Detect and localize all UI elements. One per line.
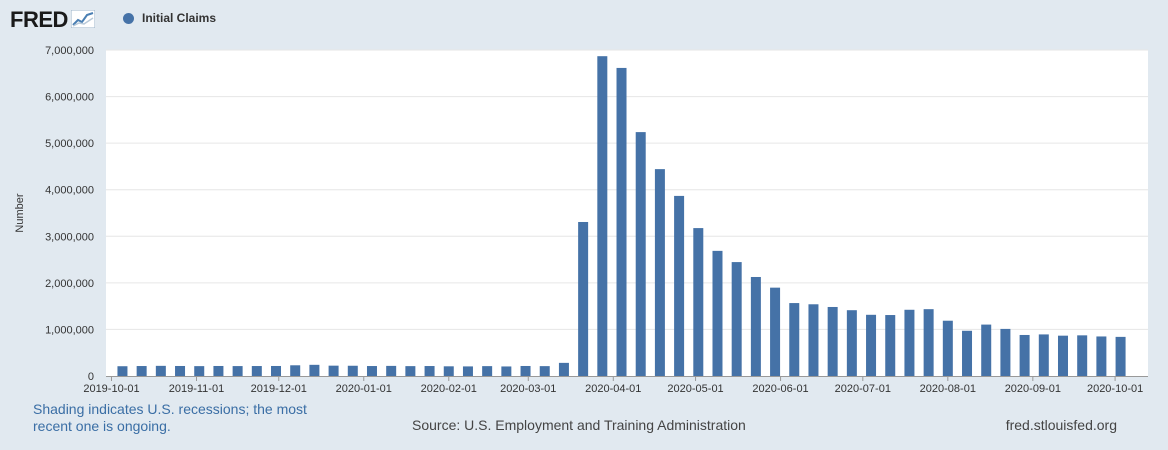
bar[interactable]	[1077, 335, 1088, 376]
bar[interactable]	[482, 366, 493, 376]
bar[interactable]	[827, 306, 838, 376]
bar[interactable]	[693, 228, 704, 376]
bar[interactable]	[1096, 336, 1107, 376]
bar[interactable]	[1115, 336, 1126, 376]
bar[interactable]	[175, 365, 186, 376]
x-tick-label: 2020-10-01	[1087, 383, 1143, 395]
bar[interactable]	[750, 276, 761, 376]
bar[interactable]	[712, 250, 723, 376]
bar[interactable]	[462, 366, 473, 376]
y-tick-label: 0	[88, 371, 94, 383]
x-tick-label: 2020-04-01	[585, 383, 641, 395]
bar[interactable]	[1019, 334, 1030, 376]
bar[interactable]	[846, 310, 857, 376]
legend-swatch	[123, 12, 134, 24]
y-tick-label: 2,000,000	[45, 278, 94, 290]
source-text: Source: U.S. Employment and Training Adm…	[412, 417, 746, 433]
bar[interactable]	[654, 169, 665, 376]
bar[interactable]	[1057, 335, 1068, 376]
y-tick-label: 5,000,000	[45, 138, 94, 150]
bar[interactable]	[501, 366, 512, 376]
bar[interactable]	[558, 362, 569, 376]
y-tick-label: 7,000,000	[45, 45, 94, 57]
bar[interactable]	[616, 67, 627, 377]
x-tick-label: 2020-09-01	[1005, 383, 1061, 395]
bar[interactable]	[117, 366, 128, 376]
bar[interactable]	[962, 330, 973, 376]
bar[interactable]	[731, 262, 742, 376]
y-tick-label: 6,000,000	[45, 92, 94, 104]
x-tick-label: 2020-08-01	[920, 383, 976, 395]
bar[interactable]	[578, 221, 589, 376]
x-axis: 2019-10-01 2019-11-01 2019-12-01 2020-01-01…	[83, 376, 1148, 395]
bar[interactable]	[942, 320, 953, 376]
bar[interactable]	[328, 365, 339, 376]
bar[interactable]	[194, 366, 205, 376]
y-axis: 0 1,000,000 2,000,000 3,000,000 4,000,000 5,0…	[45, 45, 94, 383]
bar[interactable]	[866, 314, 877, 376]
plot-background	[106, 50, 1148, 376]
legend-label: Initial Claims	[142, 11, 217, 25]
bar[interactable]	[271, 365, 282, 376]
gridlines	[106, 49, 1148, 330]
bar[interactable]	[251, 366, 262, 376]
bar[interactable]	[770, 287, 781, 376]
bars	[117, 56, 1126, 377]
bar[interactable]	[213, 365, 224, 376]
bar[interactable]	[597, 56, 608, 376]
bar[interactable]	[981, 324, 992, 376]
chart-legend: Initial Claims	[123, 11, 216, 25]
bar[interactable]	[1000, 328, 1011, 376]
bar[interactable]	[386, 365, 397, 376]
bar[interactable]	[309, 364, 320, 376]
bar[interactable]	[635, 132, 646, 376]
bar[interactable]	[885, 315, 896, 376]
y-tick-label: 3,000,000	[45, 231, 94, 243]
recession-note[interactable]: Shading indicates U.S. recessions; the m…	[33, 401, 307, 434]
bar[interactable]	[1038, 334, 1049, 376]
bar[interactable]	[366, 366, 377, 376]
bar[interactable]	[904, 309, 915, 376]
bar[interactable]	[405, 366, 416, 376]
x-tick-label: 2020-06-01	[752, 383, 808, 395]
bar[interactable]	[808, 304, 819, 376]
bar[interactable]	[232, 366, 243, 376]
bar[interactable]	[347, 365, 358, 376]
bar[interactable]	[520, 365, 531, 376]
bar[interactable]	[155, 365, 166, 376]
y-tick-label: 1,000,000	[45, 324, 94, 336]
bar[interactable]	[539, 366, 550, 376]
x-tick-label: 2019-12-01	[251, 383, 307, 395]
y-axis-label: Number	[14, 193, 26, 232]
bar[interactable]	[136, 366, 147, 376]
x-tick-label: 2020-03-01	[500, 383, 556, 395]
bar[interactable]	[789, 303, 800, 376]
bar[interactable]	[290, 365, 301, 376]
bar[interactable]	[923, 309, 934, 376]
initial-claims-chart: 0 1,000,000 2,000,000 3,000,000 4,000,000 5,0…	[14, 45, 1148, 395]
x-tick-label: 2019-11-01	[169, 383, 224, 395]
bar[interactable]	[424, 366, 435, 376]
x-tick-label: 2020-01-01	[336, 383, 392, 395]
y-tick-label: 4,000,000	[45, 185, 94, 197]
x-tick-label: 2019-10-01	[83, 383, 139, 395]
x-tick-label: 2020-05-01	[667, 383, 723, 395]
site-link[interactable]: fred.stlouisfed.org	[1005, 417, 1117, 433]
fred-logo-text: FRED	[10, 7, 68, 32]
bar[interactable]	[443, 366, 454, 376]
x-tick-label: 2020-07-01	[835, 383, 891, 395]
bar[interactable]	[674, 195, 685, 376]
x-tick-label: 2020-02-01	[421, 383, 477, 395]
